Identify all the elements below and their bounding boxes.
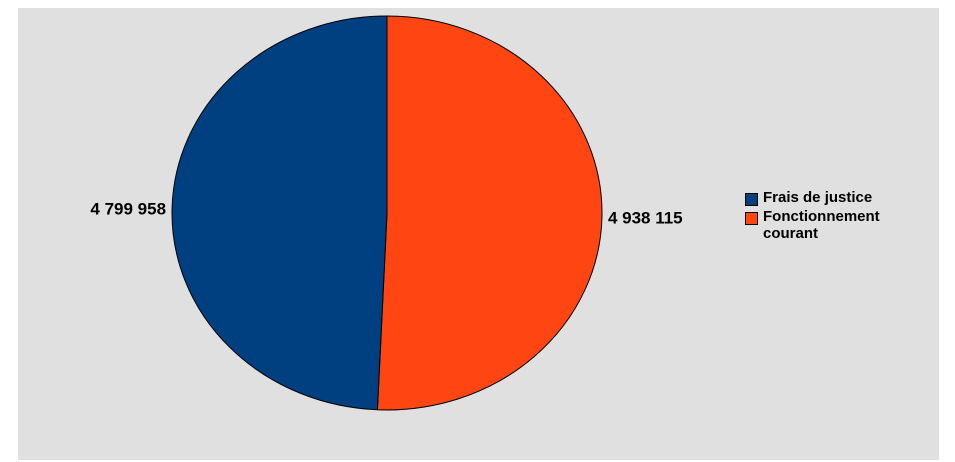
legend-item-frais-de-justice: Frais de justice	[745, 189, 935, 206]
legend-swatch-fonctionnement-courant	[745, 212, 758, 225]
legend-label-fonctionnement-courant: Fonctionnement courant	[763, 208, 880, 242]
pie-chart: 4 938 115 4 799 958	[90, 15, 683, 411]
legend-item-fonctionnement-courant: Fonctionnement courant	[745, 208, 935, 242]
legend-label-frais-de-justice: Frais de justice	[763, 189, 873, 206]
chart-panel: 4 938 115 4 799 958 Frais de justice Fonc…	[18, 8, 939, 460]
legend: Frais de justice Fonctionnement courant	[745, 189, 935, 244]
legend-swatch-frais-de-justice	[745, 193, 758, 206]
data-label-fonctionnement-courant: 4 938 115	[608, 209, 683, 228]
data-label-frais-de-justice: 4 799 958	[90, 199, 166, 218]
pie-slice-frais-de-justice	[171, 15, 388, 411]
pie-slice-fonctionnement-courant	[376, 15, 603, 411]
